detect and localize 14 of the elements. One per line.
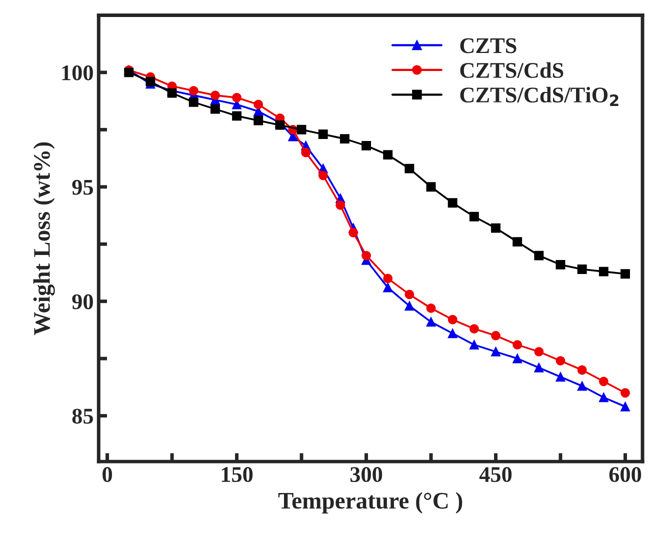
legend-label: CZTS/CdS/TiO$_{2}$ [460,86,618,106]
x-axis-title: Temperature (°C ) [278,492,462,514]
x-tick-label: 450 [479,467,512,482]
y-tick-label: 85 [72,408,93,424]
y-tick-label: 95 [72,180,93,195]
x-tick-label: 0 [102,467,112,482]
y-tick-label: 90 [72,294,93,310]
x-tick-label: 150 [222,467,253,482]
y-tick-label: 100 [62,65,93,80]
legend-label: CZTS/CdS [460,62,564,78]
legend-label: CZTS [460,38,516,54]
x-tick-label: 300 [350,467,382,482]
x-tick-label: 600 [609,467,642,482]
y-axis-title: Weight Loss (wt%) [33,142,55,336]
